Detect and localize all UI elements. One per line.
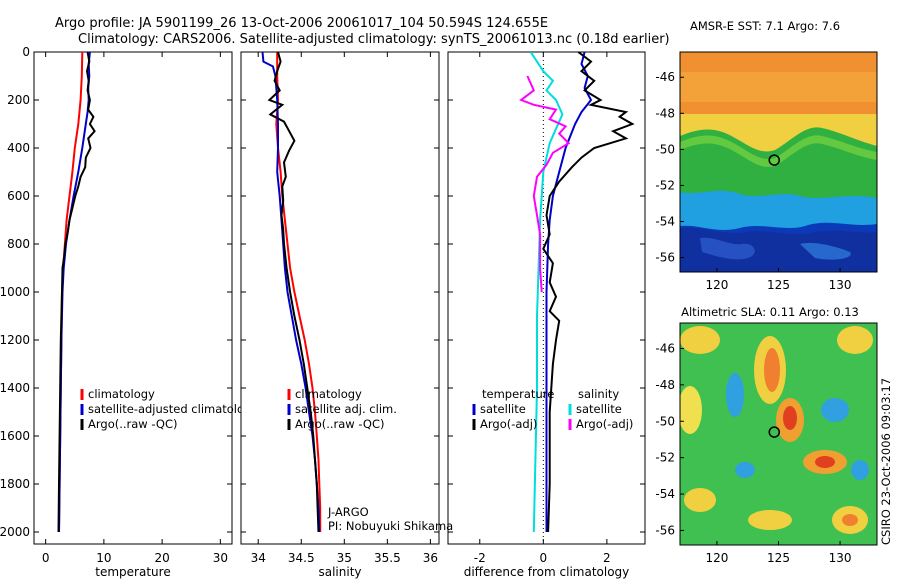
series-line-argo-raw-qc xyxy=(267,52,320,533)
map-y-tick-label: -56 xyxy=(655,251,675,265)
series-line-argo-raw-qc xyxy=(57,52,96,533)
series-line-temperature-argo-adj xyxy=(542,52,635,533)
legend-label: Argo(-adj) xyxy=(576,417,633,431)
argo-location-marker xyxy=(768,426,781,438)
legend-group-title: temperature xyxy=(482,387,554,401)
legend-label: climatology xyxy=(295,387,362,401)
legend-group-title: salinity xyxy=(578,387,619,401)
y-tick-label: 1000 xyxy=(0,285,30,299)
legend-label: Argo(..raw -QC) xyxy=(295,417,385,431)
legend-label: satellite-adjusted climatology xyxy=(88,402,258,416)
x-tick-label: 20 xyxy=(154,551,169,565)
series-line-salinity-argo-adj xyxy=(519,75,571,293)
y-tick-label: 1200 xyxy=(0,333,30,347)
series-line-salinity-satellite xyxy=(529,52,564,533)
x-tick-label: 30 xyxy=(213,551,228,565)
map-y-tick-label: -56 xyxy=(655,523,675,537)
x-tick-label: 0 xyxy=(42,551,50,565)
sla-map-title: Altimetric SLA: 0.11 Argo: 0.13 xyxy=(681,305,859,319)
map-y-tick-label: -50 xyxy=(655,414,675,428)
y-tick-label: 1400 xyxy=(0,381,30,395)
sla-map-panel: Altimetric SLA: 0.11 Argo: 0.13 120 125 13… xyxy=(655,305,878,565)
temperature-panel: 0 10 20 30 0 200 400 600 800 1000 1200 1400 1600 1800… xyxy=(0,45,258,579)
y-tick-label: 400 xyxy=(7,141,30,155)
figure-title-line1: Argo profile: JA 5901199_26 13-Oct-2006 … xyxy=(55,16,548,31)
map-x-tick-label: 120 xyxy=(705,551,728,565)
y-tick-label: 600 xyxy=(7,189,30,203)
series-line-temperature-satellite xyxy=(545,52,593,532)
map-y-tick-label: -46 xyxy=(655,341,675,355)
y-tick-label: 200 xyxy=(7,93,30,107)
map-x-tick-label: 130 xyxy=(829,278,852,292)
x-tick-label: 35.5 xyxy=(374,551,401,565)
legend-label: satellite xyxy=(576,402,622,416)
map-x-tick-label: 125 xyxy=(767,551,790,565)
y-tick-label: 1600 xyxy=(0,429,30,443)
x-tick-label: 34.5 xyxy=(288,551,315,565)
salinity-panel: 34 34.5 35 35.5 36 salinity climatologysatelli… xyxy=(240,51,440,579)
x-axis-label: salinity xyxy=(318,565,361,579)
map-y-tick-label: -48 xyxy=(655,378,675,392)
figure-title-line2: Climatology: CARS2006. Satellite-adjuste… xyxy=(78,32,670,47)
y-tick-label: 1800 xyxy=(0,477,30,491)
series-line-climatology xyxy=(275,52,322,532)
y-tick-label: 800 xyxy=(7,237,30,251)
argo-location-marker xyxy=(768,154,781,166)
x-axis-label: difference from climatology xyxy=(464,565,630,579)
legend-label: satellite adj. clim. xyxy=(295,402,397,416)
sst-map-title: AMSR-E SST: 7.1 Argo: 7.6 xyxy=(690,19,840,33)
sla-heatmap xyxy=(680,323,877,545)
x-tick-label: 34 xyxy=(251,551,266,565)
legend-label: Argo(..raw -QC) xyxy=(88,417,178,431)
timestamp-credit: CSIRO 23-Oct-2006 09:03:17 xyxy=(879,378,893,545)
legend-label: satellite xyxy=(480,402,526,416)
pi-credit: PI: Nobuyuki Shikama xyxy=(328,519,453,533)
map-y-tick-label: -52 xyxy=(655,451,675,465)
x-tick-label: 0 xyxy=(540,551,548,565)
map-x-tick-label: 125 xyxy=(767,278,790,292)
y-tick-label: 2000 xyxy=(0,525,30,539)
program-credit: J-ARGO xyxy=(327,505,369,519)
map-y-tick-label: -54 xyxy=(655,215,675,229)
map-y-tick-label: -48 xyxy=(655,106,675,120)
x-tick-label: -2 xyxy=(474,551,486,565)
x-axis-label: temperature xyxy=(95,565,170,579)
sst-map-panel: AMSR-E SST: 7.1 Argo: 7.6 120 125 130 -46 -4… xyxy=(655,19,878,292)
map-y-tick-label: -46 xyxy=(655,70,675,84)
map-y-tick-label: -52 xyxy=(655,178,675,192)
x-tick-label: 2 xyxy=(603,551,611,565)
map-y-tick-label: -54 xyxy=(655,487,675,501)
x-tick-label: 35 xyxy=(337,551,352,565)
map-y-tick-label: -50 xyxy=(655,142,675,156)
map-x-tick-label: 130 xyxy=(829,551,852,565)
legend-label: Argo(-adj) xyxy=(480,417,537,431)
x-tick-label: 10 xyxy=(96,551,111,565)
map-x-tick-label: 120 xyxy=(705,278,728,292)
y-tick-label: 0 xyxy=(22,45,30,59)
x-tick-label: 36 xyxy=(423,551,438,565)
legend-label: climatology xyxy=(88,387,155,401)
